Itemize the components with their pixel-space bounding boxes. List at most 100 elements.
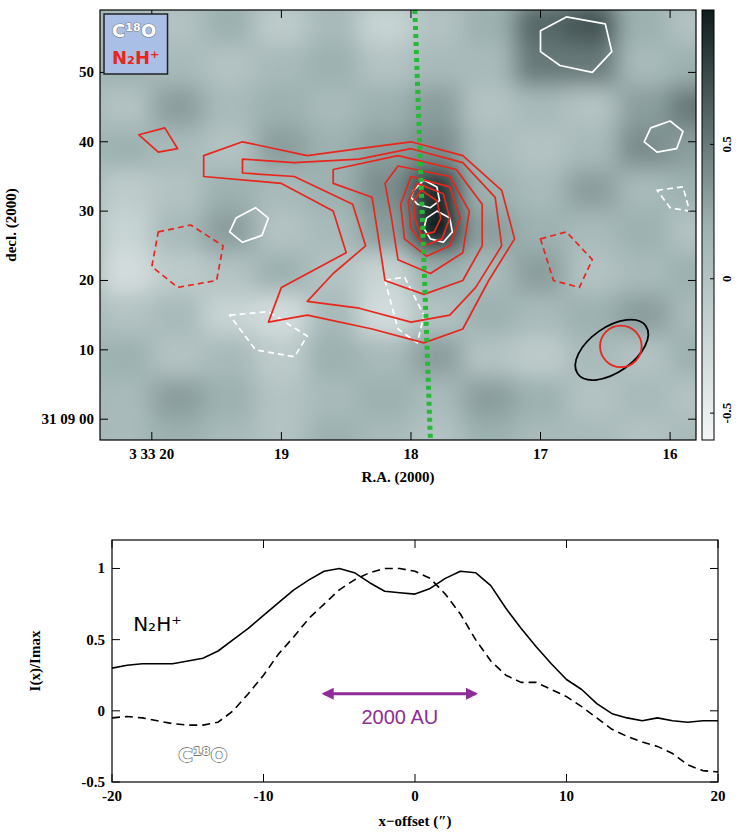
figure: 3 33 201918171631 09 001020304050R.A. (2… xyxy=(0,0,740,839)
image-cell xyxy=(618,211,671,254)
image-cell xyxy=(255,86,308,129)
image-cell xyxy=(203,377,256,420)
image-cell xyxy=(100,86,152,129)
colorbar xyxy=(702,10,714,440)
image-cell xyxy=(151,252,204,295)
series-label: C¹⁸O xyxy=(178,743,227,767)
y-tick xyxy=(688,419,696,420)
y-tick xyxy=(100,211,108,212)
image-cell xyxy=(618,86,671,129)
x-tick xyxy=(566,540,567,548)
image-cell xyxy=(359,86,412,129)
contour xyxy=(401,177,461,257)
image-cell xyxy=(203,10,256,45)
x-tick xyxy=(263,774,264,782)
legend-entry: C¹⁸O xyxy=(112,20,156,41)
image-cell xyxy=(514,86,567,129)
x-tick-label: 16 xyxy=(663,446,679,462)
image-cell xyxy=(514,127,567,170)
image-cell xyxy=(618,335,671,378)
x-tick xyxy=(112,540,113,548)
image-cell xyxy=(100,294,152,337)
y-tick-label: 0 xyxy=(98,703,106,719)
colorbar-tick-label: 0.5 xyxy=(719,136,734,153)
image-cell xyxy=(514,419,567,440)
image-cell xyxy=(100,169,152,212)
image-cell xyxy=(100,377,152,420)
image-cell xyxy=(410,10,463,45)
y-tick xyxy=(100,280,108,281)
image-cell xyxy=(462,335,515,378)
image-cell xyxy=(618,419,671,440)
legend-box xyxy=(104,14,168,74)
y-tick xyxy=(688,141,696,142)
annotation-text: 2000 AU xyxy=(361,706,438,728)
x-axis-title: R.A. (2000) xyxy=(362,469,435,486)
image-cell xyxy=(307,419,360,440)
contour xyxy=(424,211,453,242)
y-tick xyxy=(100,349,108,350)
x-tick-label: 20 xyxy=(711,788,726,804)
x-tick xyxy=(670,432,671,440)
x-tick xyxy=(410,432,411,440)
image-cell xyxy=(203,127,256,170)
image-cell xyxy=(359,169,412,212)
legend-entry: N₂H⁺ xyxy=(112,47,160,68)
image-cell xyxy=(100,211,152,254)
y-tick xyxy=(100,419,108,420)
image-cell xyxy=(151,169,204,212)
series-line xyxy=(112,569,718,723)
y-tick-label: 20 xyxy=(79,272,94,288)
image-cell xyxy=(359,377,412,420)
image-cell xyxy=(410,252,463,295)
y-axis-title: I(x)/Imax xyxy=(27,630,44,691)
x-tick xyxy=(281,432,282,440)
beam xyxy=(600,326,642,368)
image-cell xyxy=(462,127,515,170)
image-cell xyxy=(203,169,256,212)
image-cell xyxy=(670,294,696,337)
y-tick-label: 40 xyxy=(79,134,94,150)
y-tick-label: 10 xyxy=(79,342,94,358)
image-cell xyxy=(151,419,204,440)
x-tick-label: 3 33 20 xyxy=(129,446,174,462)
series-label: N₂H⁺ xyxy=(133,612,182,636)
image-cell xyxy=(670,10,696,45)
x-tick xyxy=(566,774,567,782)
cut-line xyxy=(415,10,431,440)
image-cell xyxy=(566,377,619,420)
image-cell xyxy=(514,211,567,254)
x-tick xyxy=(112,774,113,782)
x-tick-label: -20 xyxy=(102,788,122,804)
colorbar-tick xyxy=(710,413,714,414)
image-cell xyxy=(255,419,308,440)
image-cell xyxy=(462,377,515,420)
x-tick-label: 17 xyxy=(533,446,549,462)
contour xyxy=(385,166,469,274)
line-frame xyxy=(112,540,718,782)
image-cell xyxy=(255,335,308,378)
image-cell xyxy=(618,252,671,295)
y-tick xyxy=(112,639,120,640)
x-tick-label: 0 xyxy=(411,788,419,804)
image-cell xyxy=(359,419,412,440)
image-cell xyxy=(410,377,463,420)
x-axis-title: x−offset (″) xyxy=(378,813,451,830)
image-cell xyxy=(618,294,671,337)
image-cell xyxy=(255,377,308,420)
image-cell xyxy=(566,169,619,212)
image-cell xyxy=(359,10,412,45)
y-tick xyxy=(100,141,108,142)
contour xyxy=(541,232,593,288)
contour xyxy=(139,128,178,152)
y-tick xyxy=(688,72,696,73)
image-cell xyxy=(255,44,308,87)
colorbar-tick-label: -0.5 xyxy=(719,402,734,423)
image-cell xyxy=(514,377,567,420)
contours xyxy=(139,10,690,440)
y-tick-label: 50 xyxy=(79,64,94,80)
y-tick xyxy=(710,710,718,711)
annotation-arrow xyxy=(324,692,476,695)
x-tick xyxy=(540,10,541,18)
x-tick-label: 19 xyxy=(274,446,289,462)
